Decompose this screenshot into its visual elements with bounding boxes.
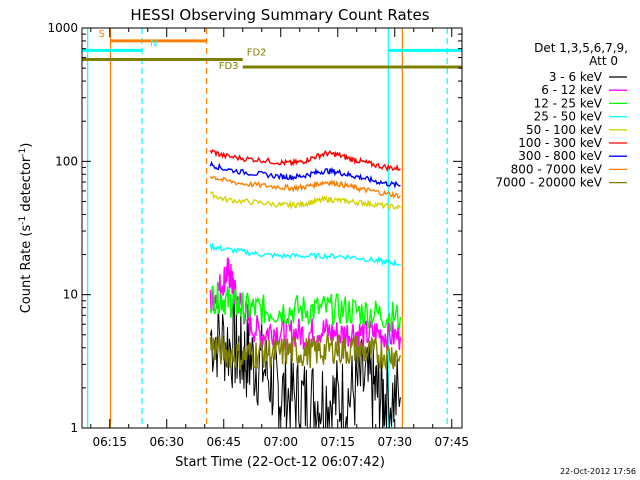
y-tick-label-1: 10 [63,288,78,302]
mode-bar-label-4: FD3 [219,61,239,72]
x-axis-label: Start Time (22-Oct-12 06:07:42) [175,455,385,470]
legend-label-3: 25 - 50 keV [534,110,603,124]
y-tick-label-3: 1000 [47,21,78,35]
y-axis-ticks: 1 10 100 1000 [47,21,462,435]
y-tick-label-0: 1 [70,421,78,435]
timestamp-footer: 22-Oct-2012 17:56 [560,467,636,476]
series-line-8 [209,333,402,371]
y-tick-label-2: 100 [55,154,78,168]
legend-label-8: 7000 - 20000 keV [495,176,602,190]
mode-bar-label-0: S [99,29,105,40]
legend-label-2: 12 - 25 keV [534,96,603,110]
series-line-2 [209,281,402,332]
legend-label-1: 6 - 12 keV [541,83,603,97]
legend-label-5: 100 - 300 keV [518,136,602,150]
y-axis-label: Count Rate (s-1 detector-1) [18,143,34,314]
mode-bar-label-1: N [150,38,157,49]
series-lines [209,149,402,429]
series-line-3 [209,242,401,267]
series-line-5 [209,149,401,172]
x-tick-label-3: 07:00 [263,435,298,449]
x-tick-label-1: 06:30 [149,435,184,449]
x-tick-label-5: 07:30 [377,435,412,449]
x-tick-label-0: 06:15 [92,435,127,449]
series-line-6 [209,160,401,189]
legend-header-2: Att 0 [589,54,618,68]
legend-label-6: 300 - 800 keV [518,149,602,163]
legend-label-4: 50 - 100 keV [526,123,603,137]
legend-label-7: 800 - 7000 keV [511,162,603,176]
x-tick-label-6: 07:45 [434,435,469,449]
plot-frame [81,27,463,429]
legend-header: Det 1,3,5,6,7,9, [534,41,628,55]
x-axis-ticks: 06:15 06:30 06:45 07:00 07:15 07:30 07:45 [90,28,469,449]
legend-label-0: 3 - 6 keV [549,70,603,84]
series-line-4 [209,191,401,212]
series-line-7 [209,175,401,200]
attenuator-bars: S N FD2 FD3 [82,29,462,72]
x-tick-label-2: 06:45 [206,435,241,449]
event-vlines [87,28,448,428]
x-tick-label-4: 07:15 [320,435,355,449]
chart-title: HESSI Observing Summary Count Rates [130,6,429,24]
mode-bar-label-3: FD2 [247,48,267,59]
